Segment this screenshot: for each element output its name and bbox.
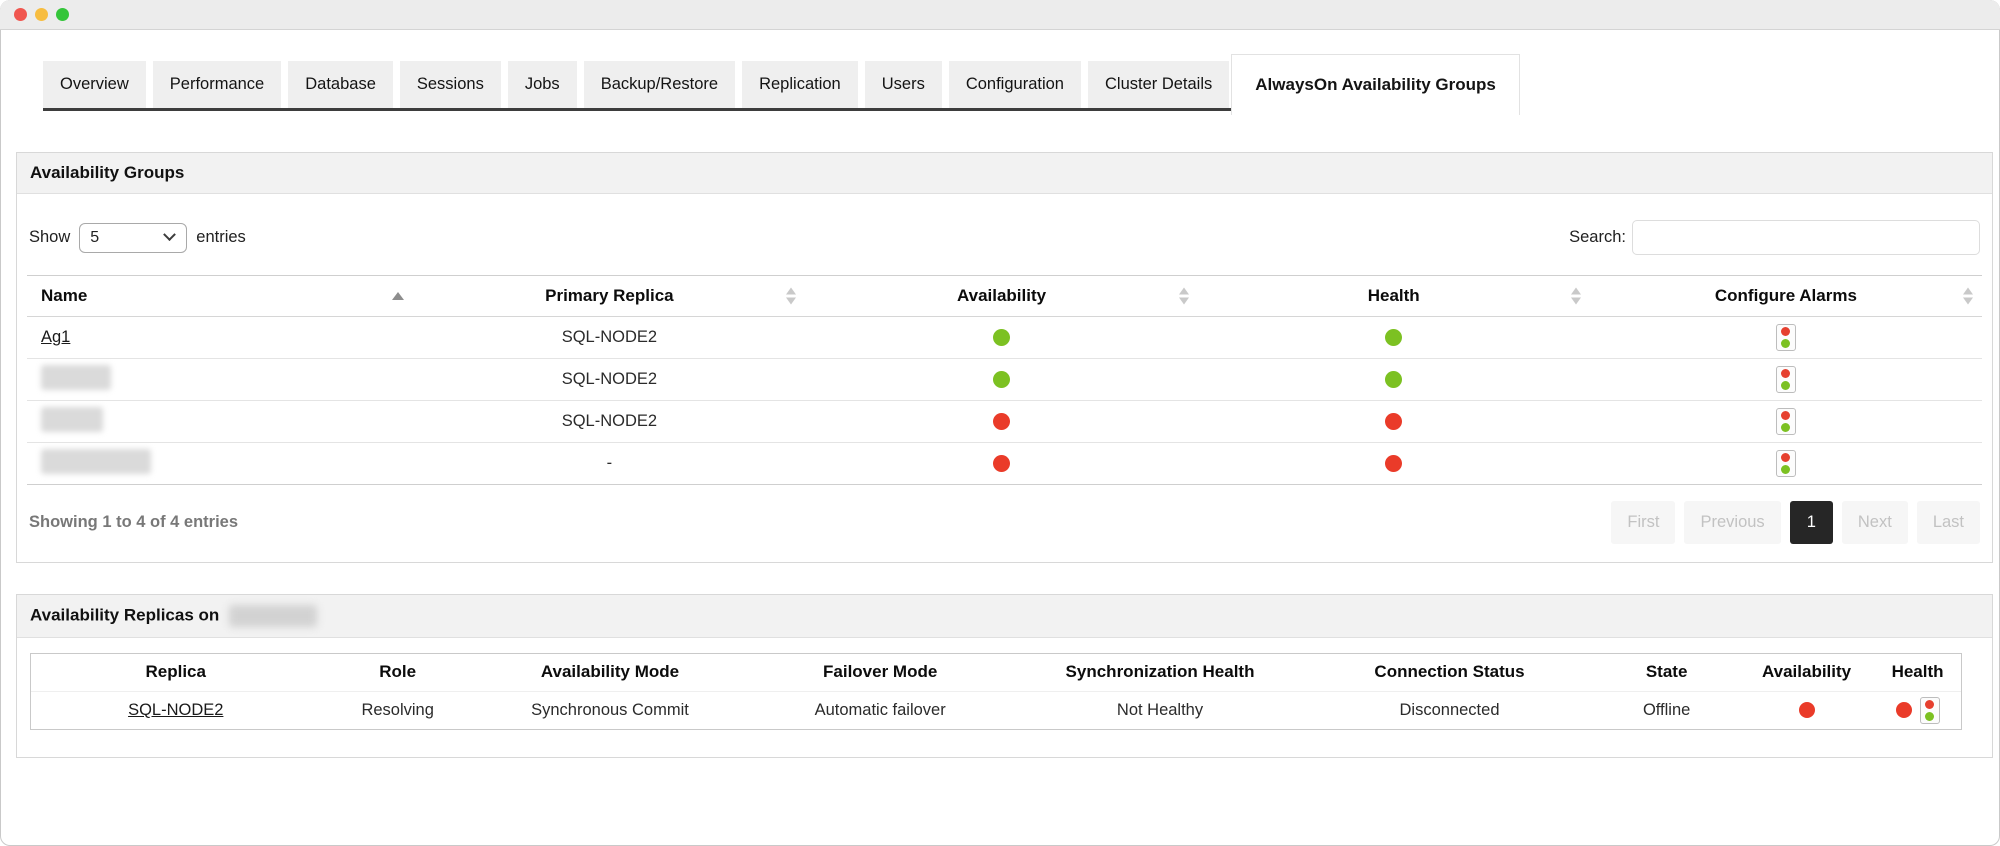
availability-status-dot: [1798, 702, 1815, 719]
table-row: Ag1 SQL-NODE2: [27, 316, 1982, 359]
availability-status-dot: [993, 413, 1011, 431]
sort-icon: [1178, 287, 1189, 305]
column-header-name[interactable]: Name: [27, 275, 414, 317]
role-cell: Resolving: [361, 700, 434, 719]
sort-icon: [392, 292, 405, 300]
tab-alwayson-availability-groups[interactable]: AlwaysOn Availability Groups: [1231, 53, 1520, 115]
column-header-availability-mode: Availability Mode: [474, 654, 746, 692]
pagination-next-button[interactable]: Next: [1841, 501, 1908, 544]
availability-replicas-panel-title: Availability Replicas on: [17, 595, 1992, 638]
tab-users[interactable]: Users: [864, 60, 942, 108]
availability-groups-panel: Availability Groups Show 5 entries Searc…: [16, 152, 1993, 563]
column-header-replica: Replica: [31, 654, 321, 692]
availability-groups-table: Name Primary Replica Availability H: [27, 275, 1982, 485]
primary-replica-cell: SQL-NODE2: [413, 358, 806, 401]
minimize-window-icon[interactable]: [35, 8, 48, 21]
availability-groups-panel-title: Availability Groups: [17, 153, 1992, 194]
configure-alarms-icon[interactable]: [1775, 366, 1796, 393]
chevron-down-icon: [163, 228, 177, 242]
tab-jobs[interactable]: Jobs: [507, 60, 577, 108]
show-label: Show: [29, 228, 71, 246]
availability-status-dot: [993, 329, 1011, 347]
inactive-tab-group: Overview Performance Database Sessions J…: [43, 60, 1239, 111]
configure-alarms-icon[interactable]: [1775, 408, 1796, 435]
redacted-server-name: [229, 605, 318, 627]
page-size-select[interactable]: 5: [79, 222, 188, 253]
pagination-first-button[interactable]: First: [1611, 501, 1676, 544]
configure-alarms-icon[interactable]: [1919, 696, 1940, 724]
replicas-table-container: Replica Role Availability Mode Failover …: [30, 653, 1962, 730]
column-header-primary-replica[interactable]: Primary Replica: [413, 275, 806, 317]
tab-configuration[interactable]: Configuration: [948, 60, 1081, 108]
primary-replica-cell: SQL-NODE2: [413, 316, 806, 359]
column-header-connection-status: Connection Status: [1304, 654, 1595, 692]
column-header-role: Role: [320, 654, 475, 692]
health-status-dot: [1385, 329, 1403, 347]
column-header-failover-mode: Failover Mode: [745, 654, 1016, 692]
tab-sessions[interactable]: Sessions: [399, 60, 501, 108]
table-row: SQL-NODE2 Resolving Synchronous Commit A…: [31, 691, 1961, 729]
configure-alarms-icon[interactable]: [1775, 450, 1796, 477]
replica-name-link[interactable]: SQL-NODE2: [128, 700, 224, 719]
state-cell: Offline: [1642, 700, 1691, 719]
tab-bar: Overview Performance Database Sessions J…: [0, 52, 2000, 116]
tab-performance[interactable]: Performance: [152, 60, 282, 108]
tab-database[interactable]: Database: [288, 60, 393, 108]
column-header-health: Health: [1874, 654, 1961, 692]
pagination: First Previous 1 Next Last: [1611, 501, 1980, 544]
tab-cluster-details[interactable]: Cluster Details: [1087, 60, 1230, 108]
pagination-page-1-button[interactable]: 1: [1789, 501, 1833, 544]
primary-replica-cell: -: [413, 442, 806, 485]
availability-replicas-panel: Availability Replicas on Replica Role Av…: [16, 594, 1993, 758]
entries-label: entries: [196, 228, 246, 246]
health-status-dot: [1385, 371, 1403, 389]
health-status-dot: [1895, 702, 1912, 719]
failover-mode-cell: Automatic failover: [814, 700, 946, 719]
column-header-availability: Availability: [1739, 654, 1875, 692]
column-header-health[interactable]: Health: [1197, 275, 1590, 317]
page-size-value: 5: [90, 228, 100, 246]
sort-icon: [1963, 287, 1973, 305]
pagination-previous-button[interactable]: Previous: [1684, 501, 1781, 544]
sort-icon: [1570, 287, 1581, 305]
search-label: Search:: [1569, 228, 1626, 246]
primary-replica-cell: SQL-NODE2: [413, 400, 806, 443]
tab-replication[interactable]: Replication: [742, 60, 858, 108]
connection-status-cell: Disconnected: [1399, 700, 1500, 719]
table-row: -: [27, 442, 1982, 485]
availability-replicas-table: Replica Role Availability Mode Failover …: [31, 654, 1961, 729]
health-status-dot: [1385, 455, 1403, 473]
synchronization-health-cell: Not Healthy: [1116, 700, 1204, 719]
availability-mode-cell: Synchronous Commit: [531, 700, 689, 719]
group-name-link[interactable]: Ag1: [41, 328, 71, 346]
redacted-group-name: [41, 406, 103, 432]
table-row: SQL-NODE2: [27, 400, 1982, 443]
column-header-state: State: [1594, 654, 1740, 692]
health-status-dot: [1385, 413, 1403, 431]
entries-summary: Showing 1 to 4 of 4 entries: [29, 513, 239, 531]
redacted-group-name: [41, 364, 111, 390]
configure-alarms-icon[interactable]: [1775, 324, 1796, 351]
table-row: SQL-NODE2: [27, 358, 1982, 401]
column-header-synchronization-health: Synchronization Health: [1015, 654, 1305, 692]
pagination-last-button[interactable]: Last: [1916, 501, 1980, 544]
column-header-configure-alarms[interactable]: Configure Alarms: [1589, 275, 1982, 317]
close-window-icon[interactable]: [14, 8, 27, 21]
column-header-availability[interactable]: Availability: [805, 275, 1198, 317]
availability-status-dot: [993, 371, 1011, 389]
window-titlebar: [0, 0, 2000, 30]
availability-status-dot: [993, 455, 1011, 473]
maximize-window-icon[interactable]: [56, 8, 69, 21]
tab-overview[interactable]: Overview: [43, 60, 146, 108]
sort-icon: [786, 287, 797, 305]
redacted-group-name: [41, 448, 151, 474]
search-input[interactable]: [1632, 220, 1980, 255]
tab-backup-restore[interactable]: Backup/Restore: [583, 60, 736, 108]
